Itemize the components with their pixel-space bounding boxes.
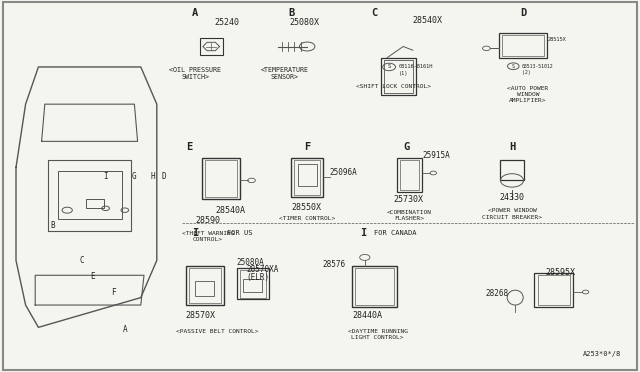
Text: 25096A: 25096A — [330, 169, 357, 177]
Text: A: A — [192, 8, 198, 18]
Text: 25080A: 25080A — [237, 258, 264, 267]
Text: S: S — [512, 64, 515, 69]
Text: (ELR): (ELR) — [246, 273, 269, 282]
Text: A: A — [122, 325, 127, 334]
Text: G: G — [403, 142, 410, 152]
Text: C: C — [371, 8, 378, 18]
Text: <TIMER CONTROL>: <TIMER CONTROL> — [279, 216, 335, 221]
Text: E: E — [186, 142, 192, 152]
Text: 28595X: 28595X — [546, 268, 576, 277]
Text: F: F — [111, 288, 116, 296]
Text: F: F — [304, 142, 310, 152]
Text: 28576: 28576 — [323, 260, 346, 269]
Text: (1): (1) — [399, 71, 408, 76]
Text: A253*0*/8: A253*0*/8 — [582, 351, 621, 357]
Text: <DAYTIME RUNNING
LIGHT CONTROL>: <DAYTIME RUNNING LIGHT CONTROL> — [348, 329, 408, 340]
Text: I: I — [192, 228, 198, 237]
Text: B: B — [288, 8, 294, 18]
Text: 24330: 24330 — [499, 193, 525, 202]
Text: I: I — [360, 228, 367, 237]
Text: 28540X: 28540X — [413, 16, 442, 25]
Text: C: C — [79, 256, 84, 265]
Text: 08513-51012: 08513-51012 — [522, 64, 553, 69]
Text: H: H — [150, 172, 155, 181]
Text: D: D — [161, 172, 166, 181]
Text: 28540A: 28540A — [216, 206, 245, 215]
Text: 25080X: 25080X — [289, 18, 319, 27]
Text: E: E — [90, 272, 95, 280]
Text: 28550X: 28550X — [291, 203, 321, 212]
Text: <TEMPERATURE
SENSOR>: <TEMPERATURE SENSOR> — [261, 67, 309, 80]
Text: FOR US: FOR US — [227, 230, 253, 235]
Text: 28590: 28590 — [195, 216, 220, 225]
Text: H: H — [509, 142, 515, 152]
Text: B: B — [50, 221, 55, 230]
Text: 28515X: 28515X — [547, 36, 566, 42]
Text: 25730X: 25730X — [394, 195, 424, 204]
Text: 28440A: 28440A — [352, 311, 382, 320]
Text: FOR CANADA: FOR CANADA — [374, 230, 417, 235]
Text: <COMBINATION
FLASHER>: <COMBINATION FLASHER> — [387, 210, 432, 221]
Text: 28570XA: 28570XA — [246, 265, 279, 274]
Text: <PASSIVE BELT CONTROL>: <PASSIVE BELT CONTROL> — [177, 329, 259, 334]
Text: 08116-8161H: 08116-8161H — [399, 64, 433, 70]
Text: <OIL PRESSURE
SWITCH>: <OIL PRESSURE SWITCH> — [169, 67, 221, 80]
Text: <THEFT WARNING
CONTROL>: <THEFT WARNING CONTROL> — [182, 231, 234, 242]
Text: (2): (2) — [522, 70, 530, 76]
Text: 28570X: 28570X — [186, 311, 216, 320]
Text: I: I — [103, 172, 108, 181]
Text: S: S — [387, 64, 391, 70]
Text: 25240: 25240 — [214, 18, 240, 27]
Text: <POWER WINDOW
CIRCUIT BREAKER>: <POWER WINDOW CIRCUIT BREAKER> — [482, 208, 542, 219]
Text: D: D — [520, 8, 527, 18]
Text: <AUTO POWER
WINDOW
AMPLIFIER>: <AUTO POWER WINDOW AMPLIFIER> — [508, 86, 548, 103]
Text: 25915A: 25915A — [422, 151, 450, 160]
Text: <SHIFT LOCK CONTROL>: <SHIFT LOCK CONTROL> — [356, 84, 431, 89]
Text: 28268: 28268 — [486, 289, 509, 298]
Text: G: G — [132, 172, 137, 181]
